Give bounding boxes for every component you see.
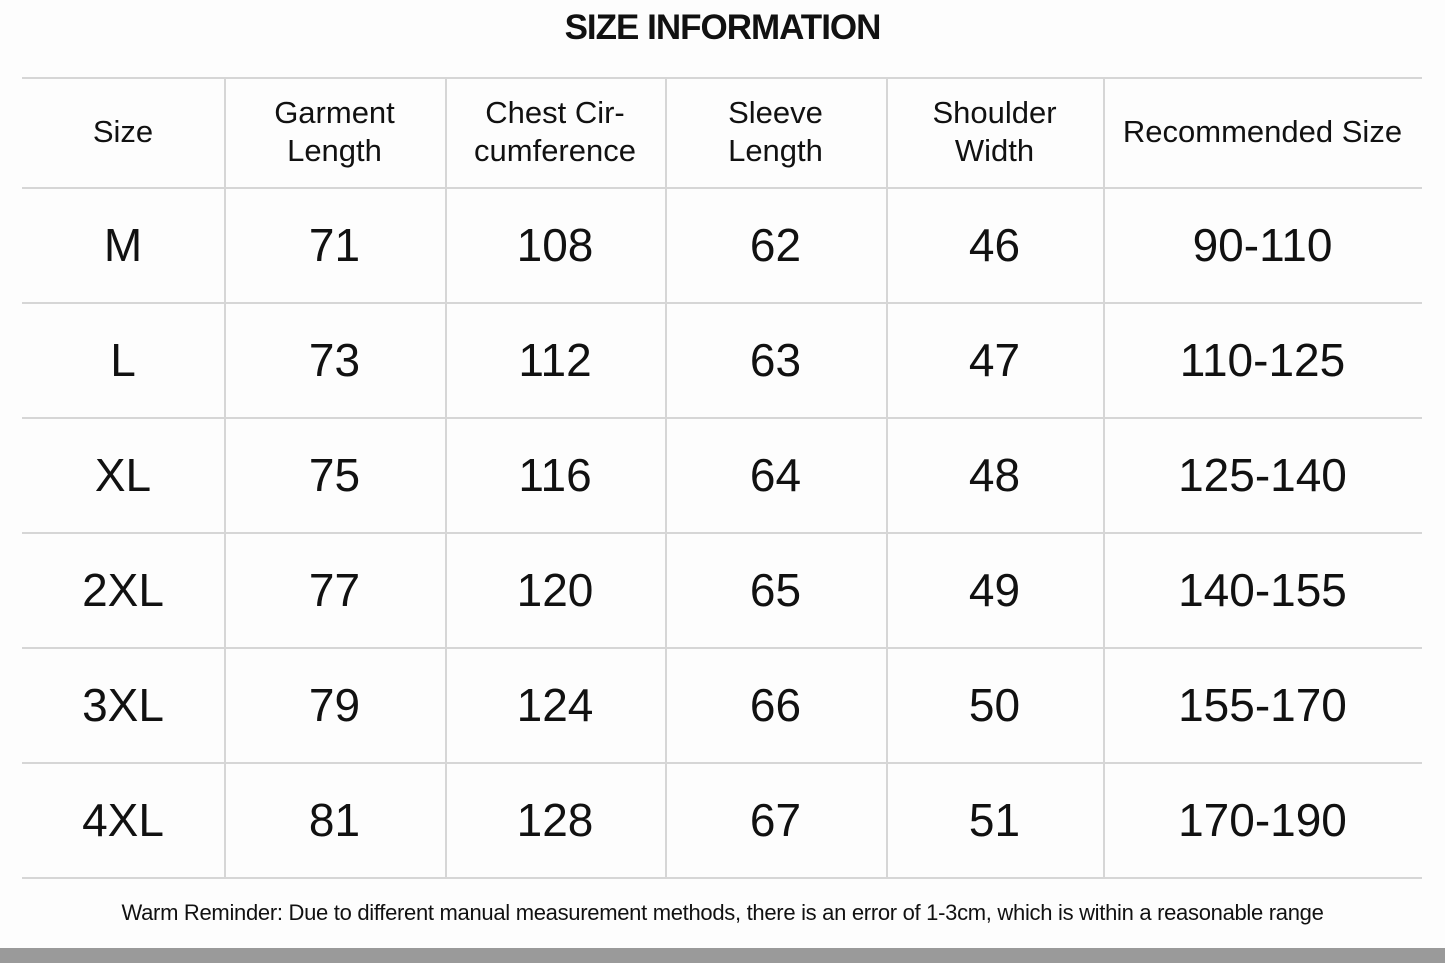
table-cell: XL — [94, 448, 152, 501]
bottom-bar — [0, 948, 1445, 963]
column-header: Recommended Size — [1103, 77, 1422, 187]
header-line: Chest Cir- — [485, 95, 625, 130]
header-line: Size — [92, 114, 154, 149]
table-cell: 48 — [968, 448, 1021, 501]
header-line: Shoulder — [932, 95, 1057, 130]
row-divider — [22, 877, 1422, 879]
table-cell: 140-155 — [1178, 563, 1347, 616]
header-line: Sleeve — [728, 95, 823, 130]
header-line: Width — [954, 133, 1035, 168]
table-cell: 49 — [968, 563, 1021, 616]
column-header: Chest Cir-cumference — [445, 77, 665, 187]
table-cell: 67 — [749, 793, 802, 846]
table-cell: L — [110, 333, 136, 386]
header-line: Length — [287, 133, 382, 168]
table-cell: 46 — [968, 218, 1021, 271]
table-cell: 124 — [516, 678, 594, 731]
column-divider — [886, 77, 888, 877]
table-cell: 77 — [308, 563, 361, 616]
table-cell: 170-190 — [1178, 793, 1347, 846]
column-header: Garment Length — [224, 77, 445, 187]
column-header: Sleeve Length — [665, 77, 886, 187]
row-divider — [22, 302, 1422, 304]
table-cell: 4XL — [82, 793, 164, 846]
header-line: Length — [728, 133, 823, 168]
table-cell: 108 — [516, 218, 594, 271]
table-cell: 71 — [308, 218, 361, 271]
note: Warm Reminder: Due to different manual m… — [121, 900, 1324, 925]
table-cell: 155-170 — [1178, 678, 1347, 731]
table-cell: 116 — [518, 448, 592, 501]
column-header: Size — [22, 77, 224, 187]
table-cell: M — [103, 218, 143, 271]
table-cell: 50 — [968, 678, 1021, 731]
table-cell: 120 — [516, 563, 594, 616]
table-cell: 73 — [308, 333, 361, 386]
table-cell: 79 — [308, 678, 361, 731]
table-cell: 75 — [308, 448, 361, 501]
column-divider — [1103, 77, 1105, 877]
column-divider — [224, 77, 226, 877]
table-cell: 65 — [749, 563, 802, 616]
table-cell: 62 — [749, 218, 802, 271]
header-line: Garment — [274, 95, 395, 130]
table-cell: 90-110 — [1192, 218, 1333, 271]
row-divider — [22, 532, 1422, 534]
table-cell: 47 — [968, 333, 1021, 386]
table-cell: 110-125 — [1179, 333, 1346, 386]
table-cell: 63 — [749, 333, 802, 386]
table-cell: 66 — [749, 678, 802, 731]
row-divider — [22, 187, 1422, 189]
table-cell: 125-140 — [1178, 448, 1347, 501]
table-cell: 64 — [749, 448, 802, 501]
header-line: Recommended Size — [1122, 114, 1403, 149]
table-cell: 51 — [968, 793, 1021, 846]
row-divider — [22, 77, 1422, 79]
table-cell: 112 — [518, 333, 592, 386]
row-divider — [22, 647, 1422, 649]
table-cell: 128 — [516, 793, 594, 846]
column-divider — [665, 77, 667, 877]
column-divider — [445, 77, 447, 877]
title: SIZE INFORMATION — [564, 8, 882, 47]
row-divider — [22, 417, 1422, 419]
table-cell: 3XL — [82, 678, 164, 731]
table-cell: 81 — [308, 793, 361, 846]
header-line: cumference — [474, 133, 636, 168]
table-cell: 2XL — [82, 563, 164, 616]
column-header: Shoulder Width — [886, 77, 1103, 187]
row-divider — [22, 762, 1422, 764]
